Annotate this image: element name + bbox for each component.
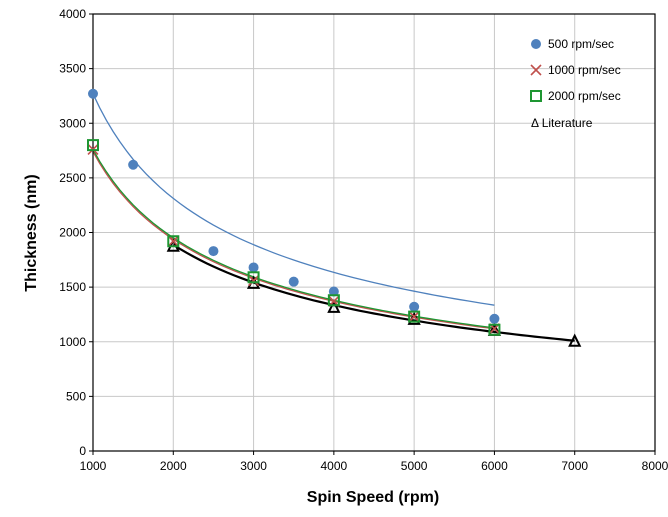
series-2-point bbox=[167, 235, 179, 247]
x-axis-title: Spin Speed (rpm) bbox=[307, 489, 439, 506]
legend-marker-3 bbox=[530, 90, 542, 102]
x-marker-stroke bbox=[408, 311, 420, 323]
y-tick-label: 0 bbox=[79, 444, 86, 458]
x-tick-label: 5000 bbox=[401, 459, 428, 473]
fit-curve-3 bbox=[92, 149, 495, 329]
grid bbox=[92, 13, 656, 452]
series-1-point bbox=[489, 313, 500, 324]
series-3-point bbox=[327, 294, 340, 307]
legend-label-4: Δ Literature bbox=[531, 116, 593, 130]
y-tick-label: 500 bbox=[66, 389, 86, 403]
series-1-point bbox=[288, 276, 299, 287]
fit-curve-2 bbox=[92, 151, 495, 330]
x-tick-label: 7000 bbox=[561, 459, 588, 473]
data-markers bbox=[87, 88, 582, 347]
y-tick-label: 1500 bbox=[59, 280, 86, 294]
series-3-point bbox=[408, 310, 421, 323]
y-axis-title: Thickness (nm) bbox=[23, 174, 40, 291]
legend-marker-2 bbox=[530, 64, 542, 76]
y-tick-label: 4000 bbox=[59, 7, 86, 21]
series-3-point bbox=[247, 271, 260, 284]
y-tick-label: 3500 bbox=[59, 62, 86, 76]
legend-label-3: 2000 rpm/sec bbox=[548, 89, 621, 103]
fit-curve-1 bbox=[92, 93, 495, 306]
y-tick-label: 3000 bbox=[59, 116, 86, 130]
legend-label-2: 1000 rpm/sec bbox=[548, 63, 621, 77]
series-1-point bbox=[208, 246, 219, 257]
fit-curve-4 bbox=[172, 243, 575, 342]
series-1-point bbox=[88, 88, 98, 99]
series-3-point bbox=[488, 323, 501, 336]
series-1-point bbox=[248, 262, 259, 273]
legend: 500 rpm/sec 1000 rpm/sec 2000 rpm/sec Δ Lit… bbox=[530, 37, 621, 130]
x-tick-label: 4000 bbox=[321, 459, 348, 473]
x-marker-stroke bbox=[530, 64, 542, 76]
x-marker-stroke bbox=[167, 235, 179, 247]
fit-curves bbox=[92, 93, 575, 342]
x-tick-label: 3000 bbox=[240, 459, 267, 473]
series-3-point bbox=[87, 139, 99, 152]
series-3-point bbox=[167, 235, 180, 248]
axes: 1000 2000 3000 4000 5000 6000 7000 8000 0 500 1000… bbox=[59, 7, 668, 473]
y-tick-label: 1000 bbox=[59, 335, 86, 349]
legend-label-1: 500 rpm/sec bbox=[548, 37, 614, 51]
legend-marker-1 bbox=[531, 39, 541, 49]
x-tick-label: 6000 bbox=[481, 459, 508, 473]
y-tick-label: 2000 bbox=[59, 226, 86, 240]
series-4-point bbox=[327, 299, 341, 313]
series-1-point bbox=[128, 159, 139, 170]
series-2-point bbox=[408, 311, 420, 323]
x-tick-label: 8000 bbox=[642, 459, 668, 473]
series-1-point bbox=[409, 301, 420, 312]
y-tick-label: 2500 bbox=[59, 171, 86, 185]
series-1-point bbox=[328, 286, 339, 297]
x-marker-stroke bbox=[248, 275, 260, 287]
series-2-point bbox=[248, 275, 260, 287]
series-4-point bbox=[568, 333, 582, 347]
x-tick-label: 1000 bbox=[80, 459, 107, 473]
x-tick-label: 2000 bbox=[160, 459, 187, 473]
